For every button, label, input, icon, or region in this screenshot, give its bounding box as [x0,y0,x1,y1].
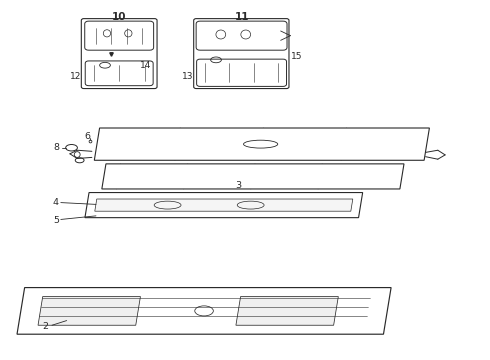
Text: 3: 3 [236,181,242,190]
Text: 7: 7 [186,150,192,159]
Text: 5: 5 [53,216,59,225]
FancyBboxPatch shape [196,21,287,50]
FancyBboxPatch shape [85,61,153,86]
Polygon shape [38,297,141,325]
Text: 13: 13 [182,72,194,81]
Polygon shape [17,288,391,334]
Polygon shape [236,297,338,325]
Polygon shape [102,164,404,189]
Text: 4: 4 [53,198,59,207]
FancyBboxPatch shape [196,59,287,86]
Text: 11: 11 [234,12,249,22]
Polygon shape [94,128,429,160]
Text: 1: 1 [274,151,280,160]
Text: 10: 10 [112,12,126,22]
Text: 6: 6 [85,132,91,141]
Text: 14: 14 [140,61,151,70]
Text: 15: 15 [292,52,303,61]
Text: 8: 8 [53,143,59,152]
FancyBboxPatch shape [85,21,154,50]
Text: 12: 12 [70,72,81,81]
FancyBboxPatch shape [194,19,289,89]
Polygon shape [95,199,353,211]
Text: 9: 9 [353,143,359,152]
Polygon shape [85,193,363,218]
FancyBboxPatch shape [81,19,157,89]
Text: 2: 2 [43,322,49,331]
